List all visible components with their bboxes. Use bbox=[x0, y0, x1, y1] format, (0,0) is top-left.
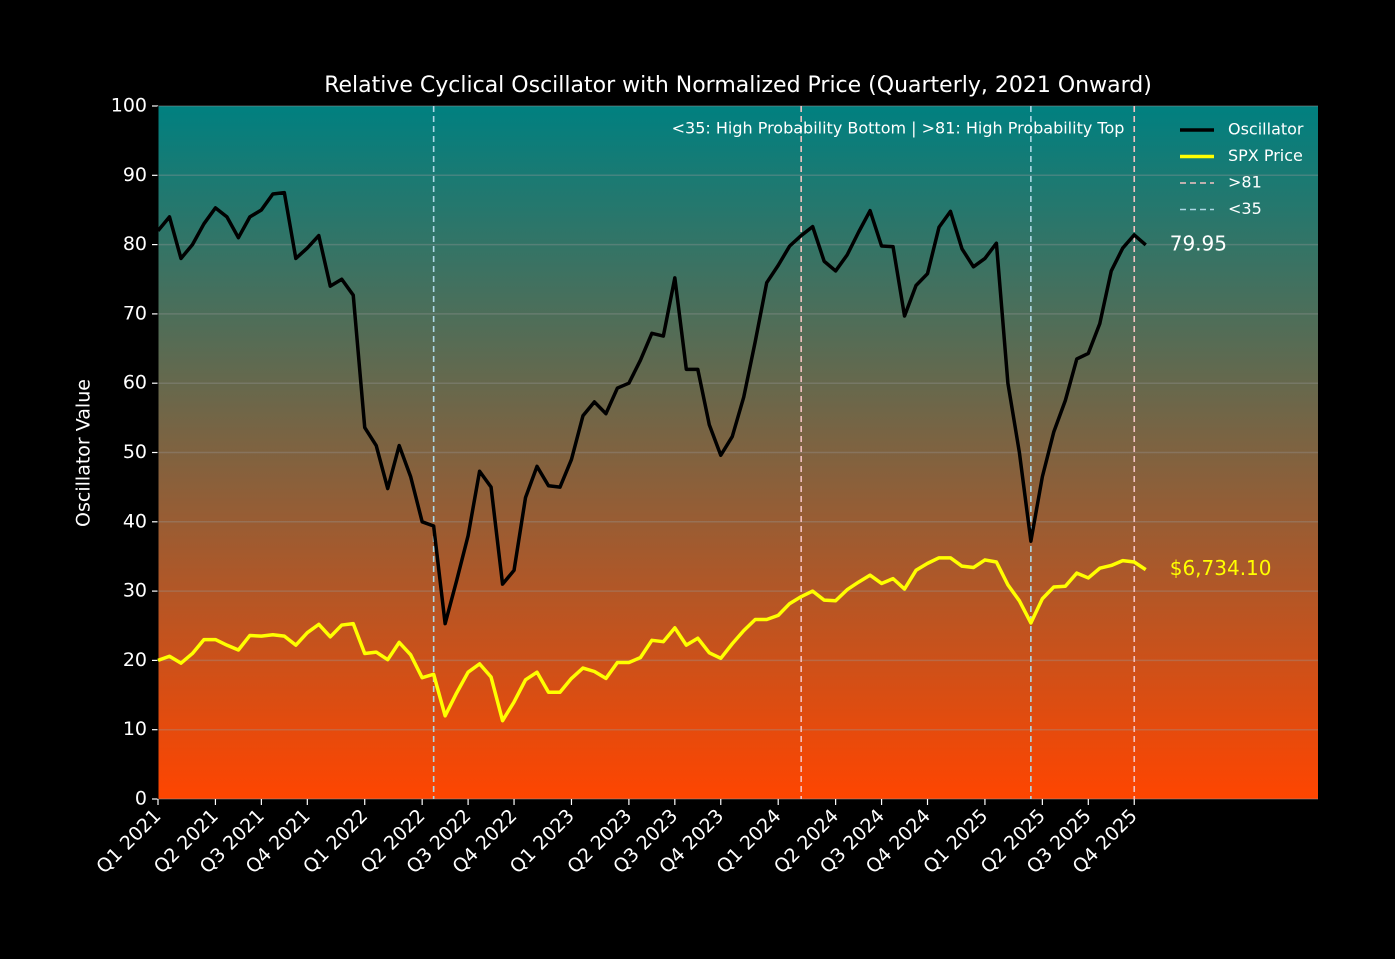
y-tick-label: 60 bbox=[123, 372, 147, 394]
legend-label: Oscillator bbox=[1228, 120, 1304, 139]
chart-title: Relative Cyclical Oscillator with Normal… bbox=[324, 73, 1152, 98]
y-tick-label: 0 bbox=[135, 788, 147, 810]
plot-area bbox=[158, 106, 1318, 799]
series-line bbox=[156, 190, 1147, 626]
y-tick-label: 50 bbox=[123, 441, 147, 463]
y-tick-label: 90 bbox=[123, 164, 147, 186]
y-tick-label: 70 bbox=[123, 302, 147, 324]
series-line bbox=[157, 556, 1147, 723]
legend-label: >81 bbox=[1228, 173, 1262, 192]
legend-label: SPX Price bbox=[1228, 146, 1303, 165]
end-label: $6,734.10 bbox=[1170, 556, 1272, 580]
end-label: 79.95 bbox=[1170, 231, 1227, 255]
y-tick-label: 100 bbox=[111, 95, 147, 117]
y-axis-label: Oscillator Value bbox=[73, 379, 95, 527]
y-tick-label: 20 bbox=[123, 649, 147, 671]
y-tick-label: 80 bbox=[123, 233, 147, 255]
annotation: <35: High Probability Bottom | >81: High… bbox=[672, 119, 1125, 138]
y-tick-label: 10 bbox=[123, 718, 147, 740]
legend-label: <35 bbox=[1228, 199, 1262, 218]
y-tick-label: 30 bbox=[123, 580, 147, 602]
y-tick-label: 40 bbox=[123, 510, 147, 532]
